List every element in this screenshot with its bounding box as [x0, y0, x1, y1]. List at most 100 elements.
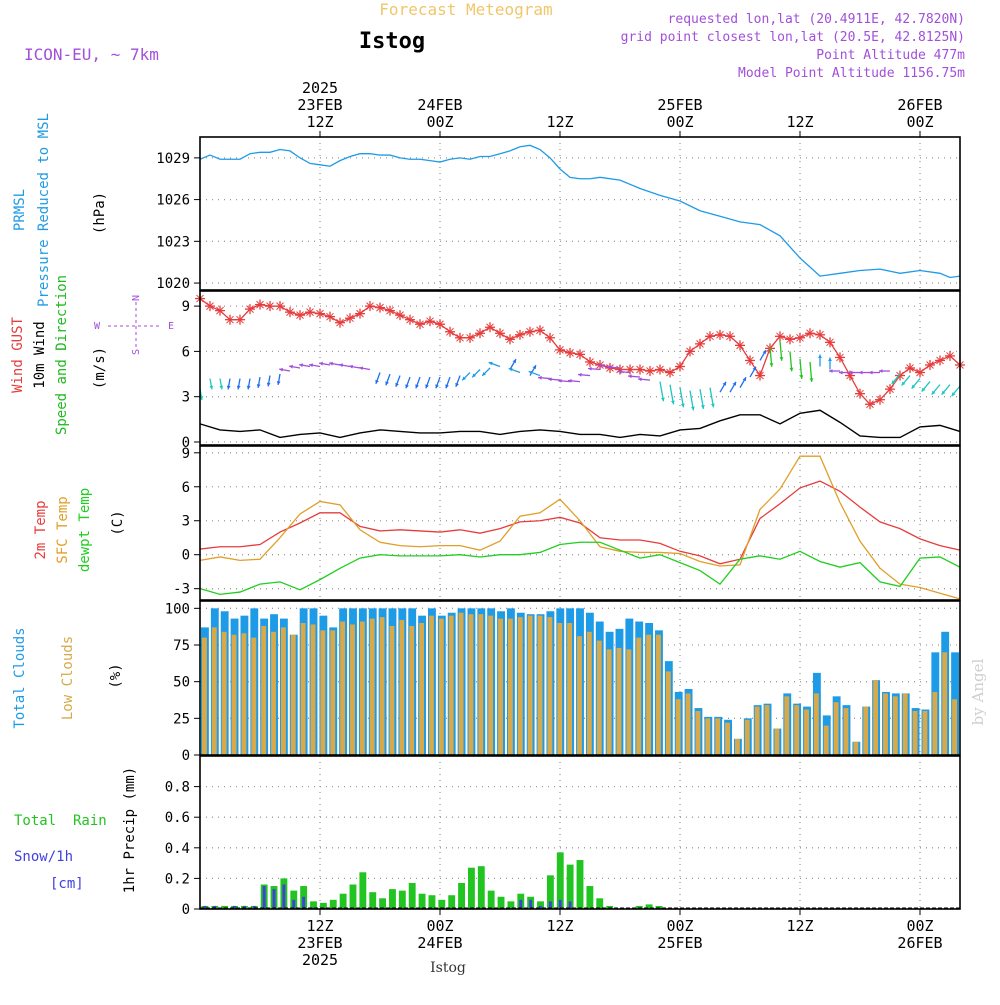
gust-marker-d2 [526, 327, 534, 336]
gust-marker [255, 299, 265, 310]
low-cloud-bar [725, 722, 730, 755]
low-cloud-bar [685, 693, 691, 755]
wind-arrow-head [638, 377, 642, 382]
temp-label-dew: dewpt Temp [77, 488, 93, 572]
wind-arrow [799, 358, 804, 379]
gust-marker-d2 [436, 320, 444, 329]
location-title: Istog [359, 29, 425, 54]
gust-marker-d2 [356, 309, 364, 318]
precip-ytick-label: 0 [182, 902, 190, 918]
gust-marker [395, 310, 405, 321]
low-cloud-bar [912, 711, 918, 755]
low-cloud-bar [350, 624, 355, 755]
wind-arrow-head [588, 366, 592, 371]
rain-bar [359, 872, 367, 909]
low-cloud-bar [784, 696, 790, 755]
wind-arrow [921, 381, 931, 392]
wind-arrow-head [742, 377, 746, 382]
precip-ytick-label: 0.2 [165, 871, 190, 887]
wind-arrow [461, 372, 471, 381]
wind-arrow-head [859, 370, 863, 375]
gust-marker [505, 334, 515, 345]
snow-bar [252, 905, 256, 909]
rain-bar [497, 896, 505, 909]
top-time-label: 12Z [786, 113, 813, 131]
gust-marker [695, 338, 705, 349]
wind-frame [199, 290, 961, 446]
precip-label-rain: Total Rain [14, 813, 107, 829]
gust-marker [865, 399, 875, 410]
wind-arrow [901, 375, 911, 386]
wind-arrow-head [236, 385, 241, 390]
wind-arrow-head [548, 377, 552, 382]
pressure-label-line1: PRMSL [12, 189, 28, 231]
wind-arrow [849, 370, 860, 375]
wind-arrow [759, 349, 767, 361]
gust-marker-d2 [906, 364, 914, 372]
low-cloud-bar [438, 618, 444, 755]
snow-bar [529, 899, 533, 909]
wind-arrow-head [578, 372, 582, 377]
temp-ytick-label: 6 [182, 480, 190, 496]
wind-arrow-head [608, 365, 612, 370]
gust-marker-d2 [456, 333, 464, 342]
wind-arrow [508, 367, 521, 374]
rain-bar [566, 864, 574, 909]
wind-arrow-head [752, 366, 756, 371]
temp-series-0-line [199, 480, 961, 565]
top-time-label: 00Z [666, 113, 693, 131]
snow-bar [539, 905, 542, 909]
wind-arrow [749, 366, 757, 378]
wind-arrow-head [680, 403, 685, 408]
precip-ytick-label: 0.6 [165, 810, 190, 826]
gust-marker [815, 329, 825, 340]
low-cloud-bar [863, 706, 869, 755]
wind-label-gust: Wind GUST [10, 317, 26, 393]
plot-layer: 10201023102610290369-30369025507510000.2… [156, 79, 965, 969]
gust-marker [415, 319, 425, 330]
gust-marker-d2 [346, 314, 354, 323]
wind-arrow-head [700, 405, 705, 409]
wind-arrow-head [598, 363, 602, 368]
wind-arrow-head [405, 384, 409, 389]
gust-marker [885, 384, 895, 395]
temp-label-sfc: SFC Temp [55, 496, 71, 563]
gust-marker-d2 [446, 327, 454, 336]
wind-arrow [299, 363, 311, 368]
gust-marker-d2 [246, 305, 254, 313]
low-cloud-bar [932, 691, 938, 755]
wind-compass: N S W E [94, 295, 174, 355]
rain-bar [369, 892, 377, 909]
gust-marker [535, 325, 545, 336]
top-time-label: 00Z [906, 113, 933, 131]
gust-marker [315, 308, 325, 319]
wind-arrow-head [472, 373, 477, 378]
wind-arrow [739, 376, 747, 388]
bottom-time-label: 24FEB [417, 934, 462, 952]
gust-marker [835, 352, 845, 363]
wind-arrow [226, 378, 231, 390]
gust-marker-d2 [336, 318, 344, 327]
low-cloud-bar [715, 718, 721, 755]
low-cloud-bar [429, 615, 434, 755]
wind-arrow-head [415, 384, 419, 389]
rain-bar [418, 893, 426, 909]
temp-series-1-line [199, 455, 961, 600]
wind-arrow [587, 366, 601, 371]
wind-arrow [607, 365, 621, 370]
gust-marker [425, 316, 435, 327]
precip-unit: 1hr Precip (mm) [122, 767, 138, 893]
gust-marker [485, 322, 495, 333]
compass-e: E [168, 321, 174, 332]
gust-marker-d2 [856, 389, 864, 398]
precip-frame [199, 755, 961, 910]
low-cloud-bar [251, 637, 257, 755]
wind-arrow [809, 361, 814, 382]
wind-arrow [689, 390, 695, 411]
gust-marker [625, 364, 635, 375]
gust-marker-d2 [656, 365, 664, 374]
top-time-label: 00Z [426, 113, 453, 131]
rain-bar [507, 901, 515, 909]
wind-label-dir: Speed and Direction [54, 275, 70, 435]
wind-arrow [509, 358, 517, 370]
